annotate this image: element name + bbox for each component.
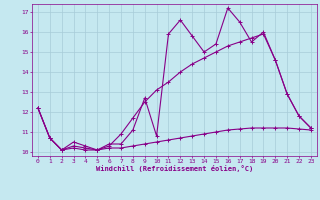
X-axis label: Windchill (Refroidissement éolien,°C): Windchill (Refroidissement éolien,°C) bbox=[96, 165, 253, 172]
